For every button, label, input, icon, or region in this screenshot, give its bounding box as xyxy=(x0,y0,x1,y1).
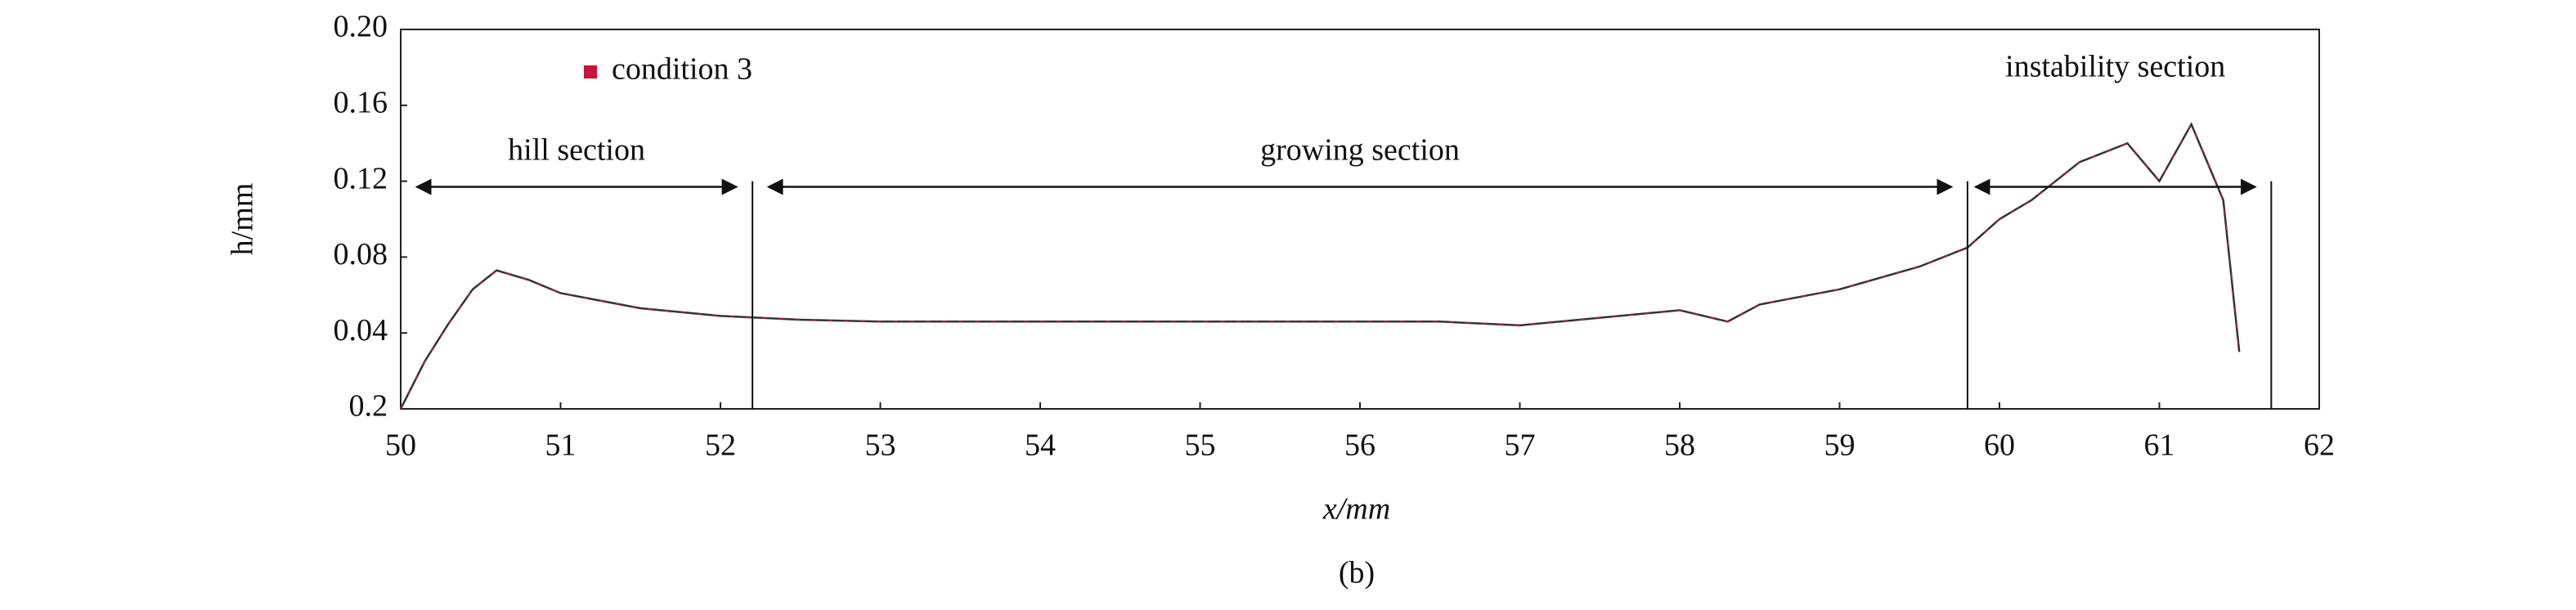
x-tick-label: 56 xyxy=(1344,428,1376,463)
x-tick-label: 58 xyxy=(1664,428,1695,463)
y-tick-label: 0.08 xyxy=(334,237,388,271)
x-axis-label: x/mm xyxy=(1322,492,1390,527)
x-tick-label: 62 xyxy=(2304,428,2335,463)
x-tick-label: 53 xyxy=(865,428,896,463)
x-tick-label: 55 xyxy=(1185,428,1216,463)
y-tick-label: 0.12 xyxy=(334,161,388,195)
y-tick-label: 0.2 xyxy=(349,389,388,424)
x-tick-label: 59 xyxy=(1824,428,1856,463)
x-tick-label: 57 xyxy=(1505,428,1536,463)
x-tick-label: 50 xyxy=(385,428,416,463)
y-axis-label: h/mm xyxy=(226,183,260,256)
x-tick-label: 54 xyxy=(1025,428,1056,463)
x-tick-label: 61 xyxy=(2144,428,2175,463)
x-tick-label: 60 xyxy=(1984,428,2015,463)
x-tick-label: 51 xyxy=(545,428,577,463)
y-tick-label: 0.04 xyxy=(334,313,388,348)
legend-label: condition 3 xyxy=(612,52,752,87)
y-tick-label: 0.16 xyxy=(334,86,388,120)
caption: (b) xyxy=(1339,556,1375,590)
legend-marker xyxy=(584,65,597,78)
section-label: instability section xyxy=(2005,49,2225,83)
y-tick-label: 0.20 xyxy=(334,10,388,44)
section-label: growing section xyxy=(1260,133,1460,168)
section-label: hill section xyxy=(508,133,645,168)
x-tick-label: 52 xyxy=(705,428,736,463)
data-line xyxy=(399,122,2241,410)
